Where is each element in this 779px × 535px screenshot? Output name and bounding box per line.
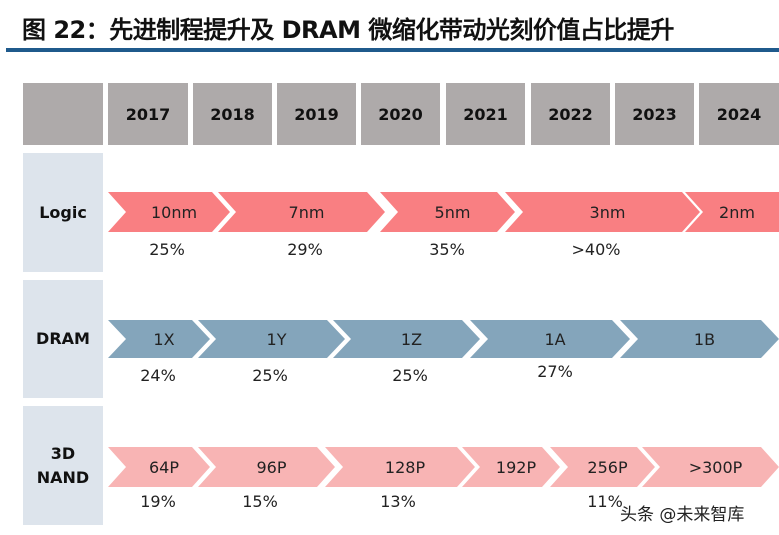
year-header: 2024 bbox=[699, 83, 779, 145]
row-label-3d-nand: 3D NAND bbox=[23, 406, 103, 525]
year-header: 2022 bbox=[531, 83, 610, 145]
row-label-dram: DRAM bbox=[23, 280, 103, 398]
year-header: 2017 bbox=[108, 83, 188, 145]
stage-arrow: 1X bbox=[108, 320, 210, 358]
share-label: 24% bbox=[140, 366, 176, 385]
stage-arrow: 1B bbox=[620, 320, 779, 358]
stage-arrow: 7nm bbox=[218, 192, 385, 232]
stage-arrow: 3nm bbox=[505, 192, 700, 232]
stage-arrow: 1Y bbox=[198, 320, 345, 358]
share-label: 11% bbox=[587, 492, 623, 511]
stage-arrow: 10nm bbox=[108, 192, 230, 232]
figure-title: 图 22：先进制程提升及 DRAM 微缩化带动光刻价值占比提升 bbox=[22, 16, 674, 44]
share-label: 29% bbox=[287, 240, 323, 259]
stage-arrow: 192P bbox=[462, 447, 560, 487]
year-header: 2023 bbox=[615, 83, 694, 145]
stage-arrow: 64P bbox=[108, 447, 210, 487]
share-label: 25% bbox=[392, 366, 428, 385]
stage-arrow: 1A bbox=[470, 320, 630, 358]
stage-arrow: 128P bbox=[325, 447, 475, 487]
stage-arrow: 5nm bbox=[380, 192, 515, 232]
watermark: 头条 @未来智库 bbox=[620, 505, 745, 525]
row-label-line: NAND bbox=[36, 467, 90, 487]
share-label: 25% bbox=[252, 366, 288, 385]
share-label: 27% bbox=[537, 362, 573, 381]
share-label: 15% bbox=[242, 492, 278, 511]
share-label: >40% bbox=[571, 240, 621, 259]
year-header: 2021 bbox=[446, 83, 525, 145]
stage-arrow: 256P bbox=[550, 447, 655, 487]
year-header: 2020 bbox=[361, 83, 440, 145]
row-label-logic: Logic bbox=[23, 153, 103, 272]
row-label-line: 3D bbox=[50, 444, 76, 464]
stage-arrow: 96P bbox=[198, 447, 335, 487]
share-label: 35% bbox=[429, 240, 465, 259]
stage-arrow: >300P bbox=[642, 447, 779, 487]
share-label: 13% bbox=[380, 492, 416, 511]
year-header: 2018 bbox=[193, 83, 272, 145]
share-label: 19% bbox=[140, 492, 176, 511]
share-label: 25% bbox=[149, 240, 185, 259]
header-corner bbox=[23, 83, 103, 145]
title-divider bbox=[6, 48, 779, 52]
stage-arrow: 1Z bbox=[333, 320, 480, 358]
year-header: 2019 bbox=[277, 83, 356, 145]
